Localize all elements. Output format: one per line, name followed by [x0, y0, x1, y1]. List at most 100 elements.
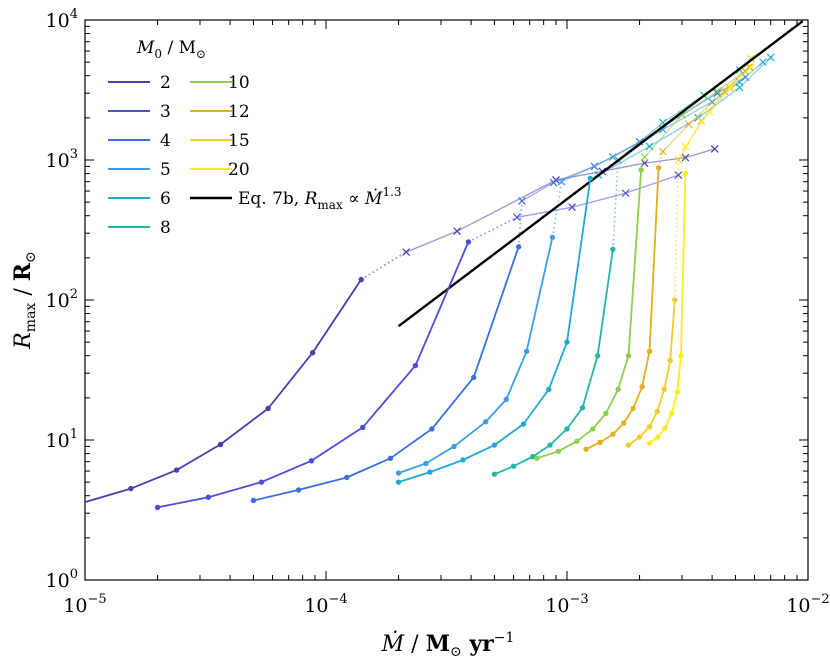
- series-6-point: [395, 479, 402, 485]
- series-8-point: [529, 453, 536, 460]
- series-10-point: [555, 448, 561, 455]
- series-markers: [128, 165, 689, 511]
- series-8-point: [610, 246, 616, 253]
- series-6-x-marker: [766, 53, 775, 62]
- series-5-point: [483, 419, 489, 425]
- series-15-point: [646, 424, 653, 430]
- series-20-point: [674, 389, 681, 395]
- series-5-point: [549, 234, 556, 241]
- series-2-x-marker: [402, 248, 411, 256]
- series-5-point: [503, 396, 510, 403]
- series-12-point: [583, 446, 589, 452]
- legend-label-fit: Eq. 7b, Rmax ∝ Ṁ1.3: [238, 185, 402, 212]
- series-12-extended-track: [662, 66, 750, 152]
- series-3-point: [308, 458, 315, 464]
- series-20-x-marker: [727, 83, 736, 92]
- y-tick-label: 103: [46, 147, 78, 172]
- x-tick-label: 10−2: [786, 592, 829, 617]
- series-20-x-marker: [705, 108, 714, 116]
- series-10-extended-track: [644, 70, 746, 158]
- ticks: [84, 20, 808, 581]
- series-4-point: [429, 426, 435, 432]
- series-12-point: [639, 384, 645, 390]
- series-8-point: [579, 405, 586, 411]
- series-10-point: [603, 410, 609, 417]
- legend-label-8: 8: [160, 218, 171, 238]
- series-20-point: [669, 410, 675, 417]
- series-5-x-marker: [608, 153, 617, 161]
- series-15-point: [636, 434, 643, 440]
- series-6-line: [398, 178, 592, 483]
- series-4-point: [250, 497, 257, 504]
- series-2-point: [173, 467, 180, 473]
- y-axis-label: Rmax / R⊙: [10, 251, 39, 350]
- series-12-point: [597, 439, 603, 446]
- series-3-point: [412, 362, 419, 369]
- series-15-point: [672, 297, 678, 303]
- series-2-x-marker: [710, 144, 719, 153]
- series-2-x-marker: [681, 153, 690, 162]
- series-8-point: [564, 426, 570, 432]
- series-4-point: [295, 487, 302, 493]
- series-4-point: [344, 474, 350, 481]
- legend-label-4: 4: [160, 131, 171, 151]
- series-10-point: [638, 167, 644, 173]
- x-axis-var: Ṁ: [381, 630, 405, 657]
- series-6-point: [546, 386, 552, 393]
- series-15-point: [654, 408, 661, 415]
- series-10-point: [590, 426, 596, 432]
- series-10-point: [534, 455, 540, 462]
- legend-label-12: 12: [228, 102, 250, 122]
- series-8-point: [547, 442, 553, 448]
- series-3-point: [205, 494, 212, 500]
- series-8-line: [494, 249, 614, 476]
- series-12-point: [655, 165, 662, 171]
- legend-title: M0 / M⊙: [136, 38, 206, 61]
- series-4-x-marker: [549, 178, 558, 187]
- y-tick-label: 100: [46, 567, 78, 592]
- series-3-extended-track: [516, 174, 679, 218]
- series-4-dotted-connector: [517, 200, 523, 247]
- series-3-x-marker: [674, 171, 683, 180]
- series-2-point: [128, 485, 134, 492]
- series-20-x-marker: [681, 142, 690, 151]
- legend-label-3: 3: [160, 102, 171, 122]
- series-4-point: [470, 374, 477, 381]
- x-tick-label: 10−4: [304, 592, 347, 617]
- y-tick-label: 102: [46, 287, 78, 312]
- series-3-x-marker: [621, 189, 630, 198]
- series-10-line: [536, 169, 642, 460]
- series-12-x-marker: [658, 147, 667, 156]
- series-8-dotted-connector: [612, 159, 619, 250]
- series-6-point: [460, 457, 466, 463]
- legend-label-10: 10: [228, 73, 250, 93]
- series-6-point: [427, 469, 433, 475]
- series-10-point: [625, 353, 632, 359]
- series-3-x-marker: [568, 203, 577, 212]
- series-6-point: [491, 442, 498, 448]
- series-3-point: [465, 239, 472, 245]
- series-10-point: [615, 386, 621, 393]
- series-5-point: [451, 443, 457, 450]
- fit-line: [397, 20, 804, 328]
- fit-line-group: [397, 20, 804, 328]
- series-20-point: [678, 353, 684, 359]
- series-3-point: [360, 424, 366, 431]
- series-20-extended-track: [684, 66, 752, 147]
- series-5-x-marker: [758, 58, 767, 67]
- series-3-x-marker: [513, 213, 521, 222]
- series-4-point: [515, 244, 522, 250]
- series-5-point: [523, 348, 530, 355]
- legend-label-6: 6: [160, 189, 171, 209]
- series-15-x-marker: [674, 156, 683, 164]
- series-2-point: [309, 350, 316, 356]
- y-tick-label: 104: [46, 7, 78, 32]
- extended-tracks: [360, 53, 775, 301]
- series-20-x-marker: [747, 63, 755, 72]
- series-5-extended-track: [561, 61, 764, 183]
- series-15-point: [661, 386, 667, 393]
- series-12-x-marker: [684, 120, 693, 129]
- series-15-dotted-connector: [673, 159, 680, 301]
- series-20-point: [646, 440, 653, 446]
